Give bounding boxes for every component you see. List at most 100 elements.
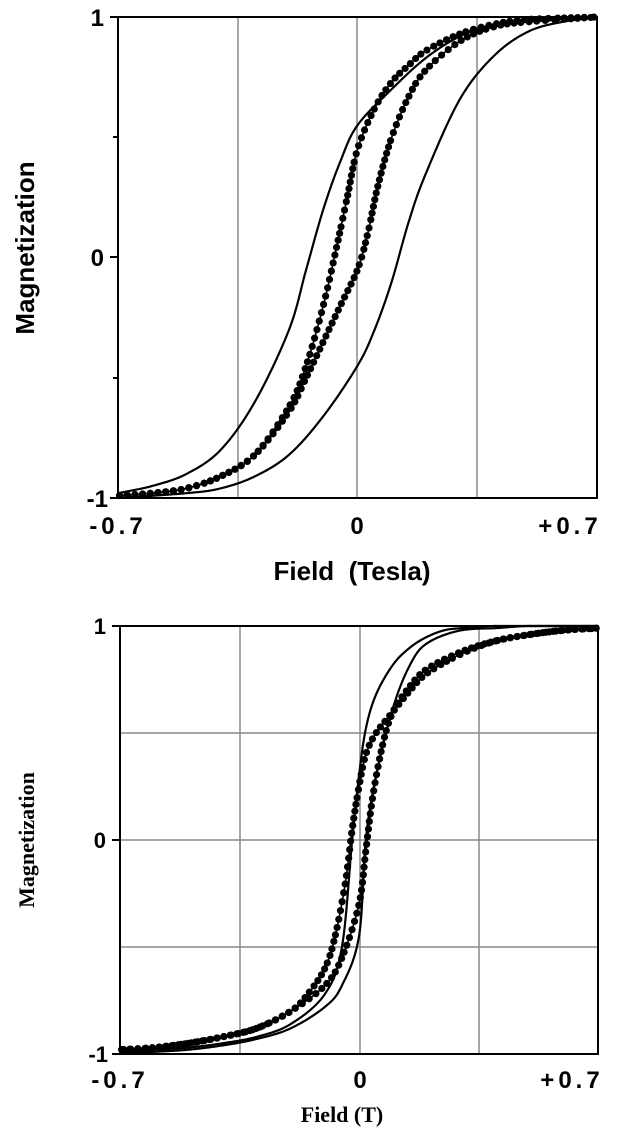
top-series-2-marker [344, 191, 352, 199]
top-x-tick-label-max: +0.7 [538, 513, 601, 540]
top-series-3-marker [371, 196, 379, 204]
top-series-3-marker [367, 216, 375, 224]
top-series-3-marker [350, 274, 358, 282]
bottom-series-2-marker [305, 988, 313, 996]
bottom-series-2-marker [353, 794, 361, 802]
top-series-2-marker [319, 300, 328, 308]
top-y-tick-label-1: 1 [91, 5, 104, 32]
bottom-series-2-marker [354, 785, 363, 794]
top-series-2-marker [360, 126, 369, 134]
bottom-series-3-marker [168, 1042, 176, 1050]
top-series-3-marker [294, 392, 302, 400]
bottom-series-3-marker [565, 626, 573, 634]
bottom-gridlines [120, 626, 598, 1054]
bottom-series-3-marker [384, 719, 393, 727]
top-series-3-marker [291, 398, 299, 406]
bottom-series-2-marker [323, 959, 331, 967]
bottom-series-3-marker [454, 649, 463, 657]
bottom-series-3-marker [207, 1035, 215, 1043]
bottom-series-3-marker [440, 655, 449, 663]
top-series-3-marker [425, 62, 434, 70]
top-series-3-marker [533, 17, 541, 25]
top-series-3-marker [353, 267, 361, 275]
bottom-series-3-marker [370, 787, 378, 795]
bottom-series-2-marker [340, 889, 348, 897]
bottom-series-3-marker [338, 954, 346, 963]
top-series-3-marker [463, 33, 471, 41]
top-series-2-marker [401, 64, 409, 73]
top-series-2-marker [324, 284, 332, 292]
bottom-series-3-marker [213, 1034, 221, 1042]
bottom-series-2-marker [360, 756, 368, 764]
bottom-series-3-marker [532, 629, 540, 638]
top-series-3-marker [369, 202, 378, 211]
bottom-series-2-marker [346, 845, 354, 854]
top-series-2-marker [357, 134, 366, 142]
bottom-series-0-line-descending [119, 624, 598, 1053]
bottom-series-3-marker [367, 802, 375, 810]
bottom-series-2-marker [342, 871, 351, 880]
top-series-2-marker [322, 292, 330, 300]
top-series-3-marker [185, 484, 193, 492]
top-x-tick-label-zero: 0 [350, 513, 363, 540]
top-series-3-marker [431, 57, 439, 65]
bottom-series-2-marker [376, 723, 384, 731]
bottom-series-3-marker [402, 687, 410, 695]
bottom-series-2-marker [321, 965, 329, 973]
bottom-series-3-marker [487, 638, 495, 646]
bottom-series-2-marker [328, 945, 336, 953]
top-series-3-marker [489, 23, 498, 31]
top-series-2-marker [313, 326, 321, 334]
top-series-2-marker [308, 342, 316, 351]
bottom-series-3-marker [298, 1000, 306, 1008]
bottom-series-3-marker [526, 630, 534, 639]
top-series-3-marker [457, 36, 465, 45]
bottom-series-3-marker [416, 671, 424, 679]
bottom-x-axis-title: Field (T) [301, 1102, 384, 1127]
top-series-2-marker [334, 236, 342, 244]
top-series-3-marker [375, 176, 384, 184]
bottom-series-2-marker [351, 807, 359, 815]
top-series-2-marker [342, 198, 350, 206]
top-series-3-marker [402, 98, 410, 107]
bottom-series-2-marker [333, 923, 341, 932]
top-series-3-marker [421, 67, 429, 75]
top-series-2-marker [340, 206, 349, 214]
top-series-3-marker [408, 85, 417, 93]
top-series-2-marker [396, 69, 404, 77]
bottom-series-3-marker [372, 771, 381, 779]
top-series-3-marker [497, 21, 505, 29]
bottom-series-3-marker [379, 741, 387, 749]
bottom-series-3-marker [380, 733, 389, 741]
bottom-series-3-marker [421, 666, 429, 674]
top-series-2-marker [352, 150, 360, 158]
bottom-series-2-marker [330, 937, 338, 945]
top-series-3-marker [361, 239, 370, 247]
top-series-2-marker [423, 46, 431, 54]
top-series-3-marker [344, 287, 352, 295]
bottom-series-3-marker [552, 627, 560, 635]
top-y-ticks [110, 16, 118, 499]
top-series-3-marker [303, 371, 312, 379]
bottom-series-3-marker [194, 1038, 202, 1046]
top-series-3-marker [405, 92, 413, 100]
bottom-y-ticks [112, 625, 120, 1055]
bottom-series-3-marker [265, 1019, 273, 1027]
bottom-series-3-marker [394, 699, 402, 707]
bottom-series-2-marker [349, 821, 357, 830]
bottom-x-tick-label-zero: 0 [353, 1067, 366, 1094]
top-series-3-marker [162, 488, 170, 496]
bottom-series-3-marker [411, 676, 419, 684]
top-series-2-marker [315, 317, 323, 325]
bottom-series-3-marker [323, 979, 331, 988]
bottom-series-3-marker [174, 1041, 182, 1049]
top-series-3-marker [383, 149, 391, 157]
top-series-3-marker [322, 332, 330, 340]
bottom-series-3-marker [377, 747, 385, 756]
top-series-2-marker [301, 365, 309, 373]
top-series-2-marker [303, 358, 312, 366]
top-series-2-marker [364, 118, 372, 127]
bottom-y-tick-label-0: 0 [94, 828, 106, 853]
top-series-3-marker [412, 79, 420, 88]
top-plot-series [115, 13, 598, 500]
